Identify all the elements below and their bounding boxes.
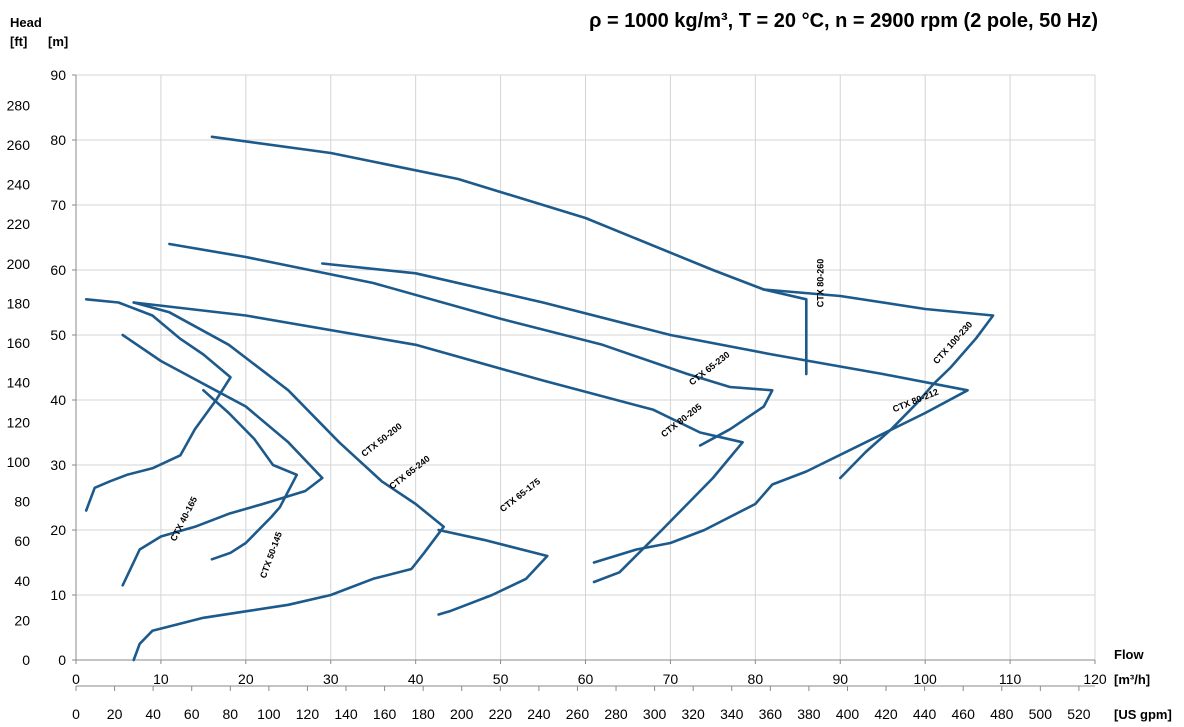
x-tick-label-gpm: 340: [720, 706, 744, 722]
y-axis-title: Head: [10, 15, 42, 30]
series-line: [437, 528, 549, 616]
series-label: CTX 40-165: [168, 495, 199, 543]
x-tick-label-m3h: 10: [153, 671, 169, 687]
x-tick-label-gpm: 60: [184, 706, 200, 722]
y-tick-label-ft: 60: [14, 533, 30, 549]
x-tick-label-gpm: 400: [836, 706, 860, 722]
y-tick-label-m: 80: [50, 132, 66, 148]
y-tick-label-m: 10: [50, 587, 66, 603]
y-tick-label-ft: 280: [7, 97, 31, 113]
y-tick-label-m: 60: [50, 262, 66, 278]
x-tick-label-gpm: 20: [107, 706, 123, 722]
y-tick-label-m: 0: [58, 652, 66, 668]
y-axis-unit-m: [m]: [48, 34, 68, 49]
x-tick-label-gpm: 160: [373, 706, 397, 722]
series-line: [168, 242, 774, 447]
y-tick-label-m: 90: [50, 67, 66, 83]
y-tick-label-ft: 40: [14, 573, 30, 589]
x-tick-label-gpm: 180: [411, 706, 435, 722]
x-axis-unit-m3h: [m³/h]: [1114, 672, 1150, 687]
series-label: CTX 50-200: [359, 421, 403, 459]
x-tick-label-m3h: 20: [238, 671, 254, 687]
x-tick-label-m3h: 80: [748, 671, 764, 687]
x-tick-label-gpm: 120: [296, 706, 320, 722]
series-line: [121, 333, 324, 587]
y-tick-label-ft: 180: [7, 295, 31, 311]
x-tick-label-gpm: 420: [874, 706, 898, 722]
series-layer: [84, 135, 995, 662]
y-tick-label-ft: 0: [22, 652, 30, 668]
series-line: [202, 389, 299, 561]
x-tick-label-gpm: 460: [952, 706, 976, 722]
y-tick-label-m: 50: [50, 327, 66, 343]
x-tick-label-gpm: 80: [223, 706, 239, 722]
axes: 0102030405060708090020406080100120140160…: [7, 67, 1107, 722]
x-tick-label-gpm: 200: [450, 706, 474, 722]
x-tick-label-gpm: 360: [759, 706, 783, 722]
x-tick-label-gpm: 440: [913, 706, 937, 722]
x-tick-label-gpm: 380: [797, 706, 821, 722]
x-tick-label-gpm: 260: [566, 706, 590, 722]
y-tick-label-ft: 160: [7, 335, 31, 351]
x-tick-label-gpm: 300: [643, 706, 667, 722]
x-tick-label-m3h: 110: [999, 671, 1022, 687]
series-label: CTX 65-175: [498, 476, 542, 514]
y-tick-label-m: 20: [50, 522, 66, 538]
x-tick-label-gpm: 520: [1067, 706, 1091, 722]
y-tick-label-ft: 140: [7, 375, 31, 391]
x-axis-title: Flow: [1114, 647, 1144, 662]
series-label: CTX 100-230: [931, 320, 974, 366]
series-line: [132, 301, 744, 584]
x-tick-label-m3h: 100: [913, 671, 937, 687]
y-tick-label-m: 70: [50, 197, 66, 213]
y-tick-label-ft: 240: [7, 177, 31, 193]
x-tick-label-m3h: 30: [323, 671, 339, 687]
x-tick-label-gpm: 320: [681, 706, 705, 722]
series-label: CTX 65-240: [387, 454, 431, 492]
x-tick-label-gpm: 500: [1029, 706, 1053, 722]
chart-title: ρ = 1000 kg/m³, T = 20 °C, n = 2900 rpm …: [589, 10, 1098, 32]
grid: [76, 74, 1096, 660]
x-tick-label-m3h: 120: [1083, 671, 1107, 687]
series-line: [210, 135, 808, 376]
x-tick-label-gpm: 100: [257, 706, 281, 722]
x-tick-label-m3h: 50: [493, 671, 509, 687]
y-tick-label-m: 30: [50, 457, 66, 473]
y-tick-label-ft: 120: [7, 414, 31, 430]
series-line: [84, 298, 232, 512]
series-label: CTX 50-145: [258, 530, 284, 579]
x-tick-label-gpm: 0: [72, 706, 80, 722]
x-tick-label-gpm: 140: [334, 706, 358, 722]
x-tick-label-gpm: 280: [604, 706, 628, 722]
x-axis-unit-gpm: [US gpm]: [1114, 707, 1172, 722]
series-line: [321, 262, 969, 564]
x-tick-label-gpm: 220: [489, 706, 513, 722]
x-tick-label-gpm: 240: [527, 706, 551, 722]
y-tick-label-ft: 80: [14, 494, 30, 510]
x-tick-label-m3h: 90: [832, 671, 848, 687]
x-tick-label-gpm: 40: [145, 706, 161, 722]
x-tick-label-m3h: 70: [663, 671, 679, 687]
x-tick-label-m3h: 0: [72, 671, 80, 687]
series-line: [132, 301, 445, 662]
series-label: CTX 80-205: [659, 402, 703, 440]
y-axis-unit-ft: [ft]: [10, 34, 27, 49]
x-tick-label-m3h: 60: [578, 671, 594, 687]
series-label: CTX 80-260: [815, 259, 825, 308]
y-tick-label-ft: 100: [7, 454, 31, 470]
series-line: [762, 288, 995, 480]
y-tick-label-ft: 220: [7, 216, 31, 232]
y-tick-label-ft: 260: [7, 137, 31, 153]
y-tick-label-ft: 200: [7, 256, 31, 272]
y-tick-label-ft: 20: [14, 612, 30, 628]
x-tick-label-gpm: 480: [990, 706, 1014, 722]
y-tick-label-m: 40: [50, 392, 66, 408]
x-tick-label-m3h: 40: [408, 671, 424, 687]
